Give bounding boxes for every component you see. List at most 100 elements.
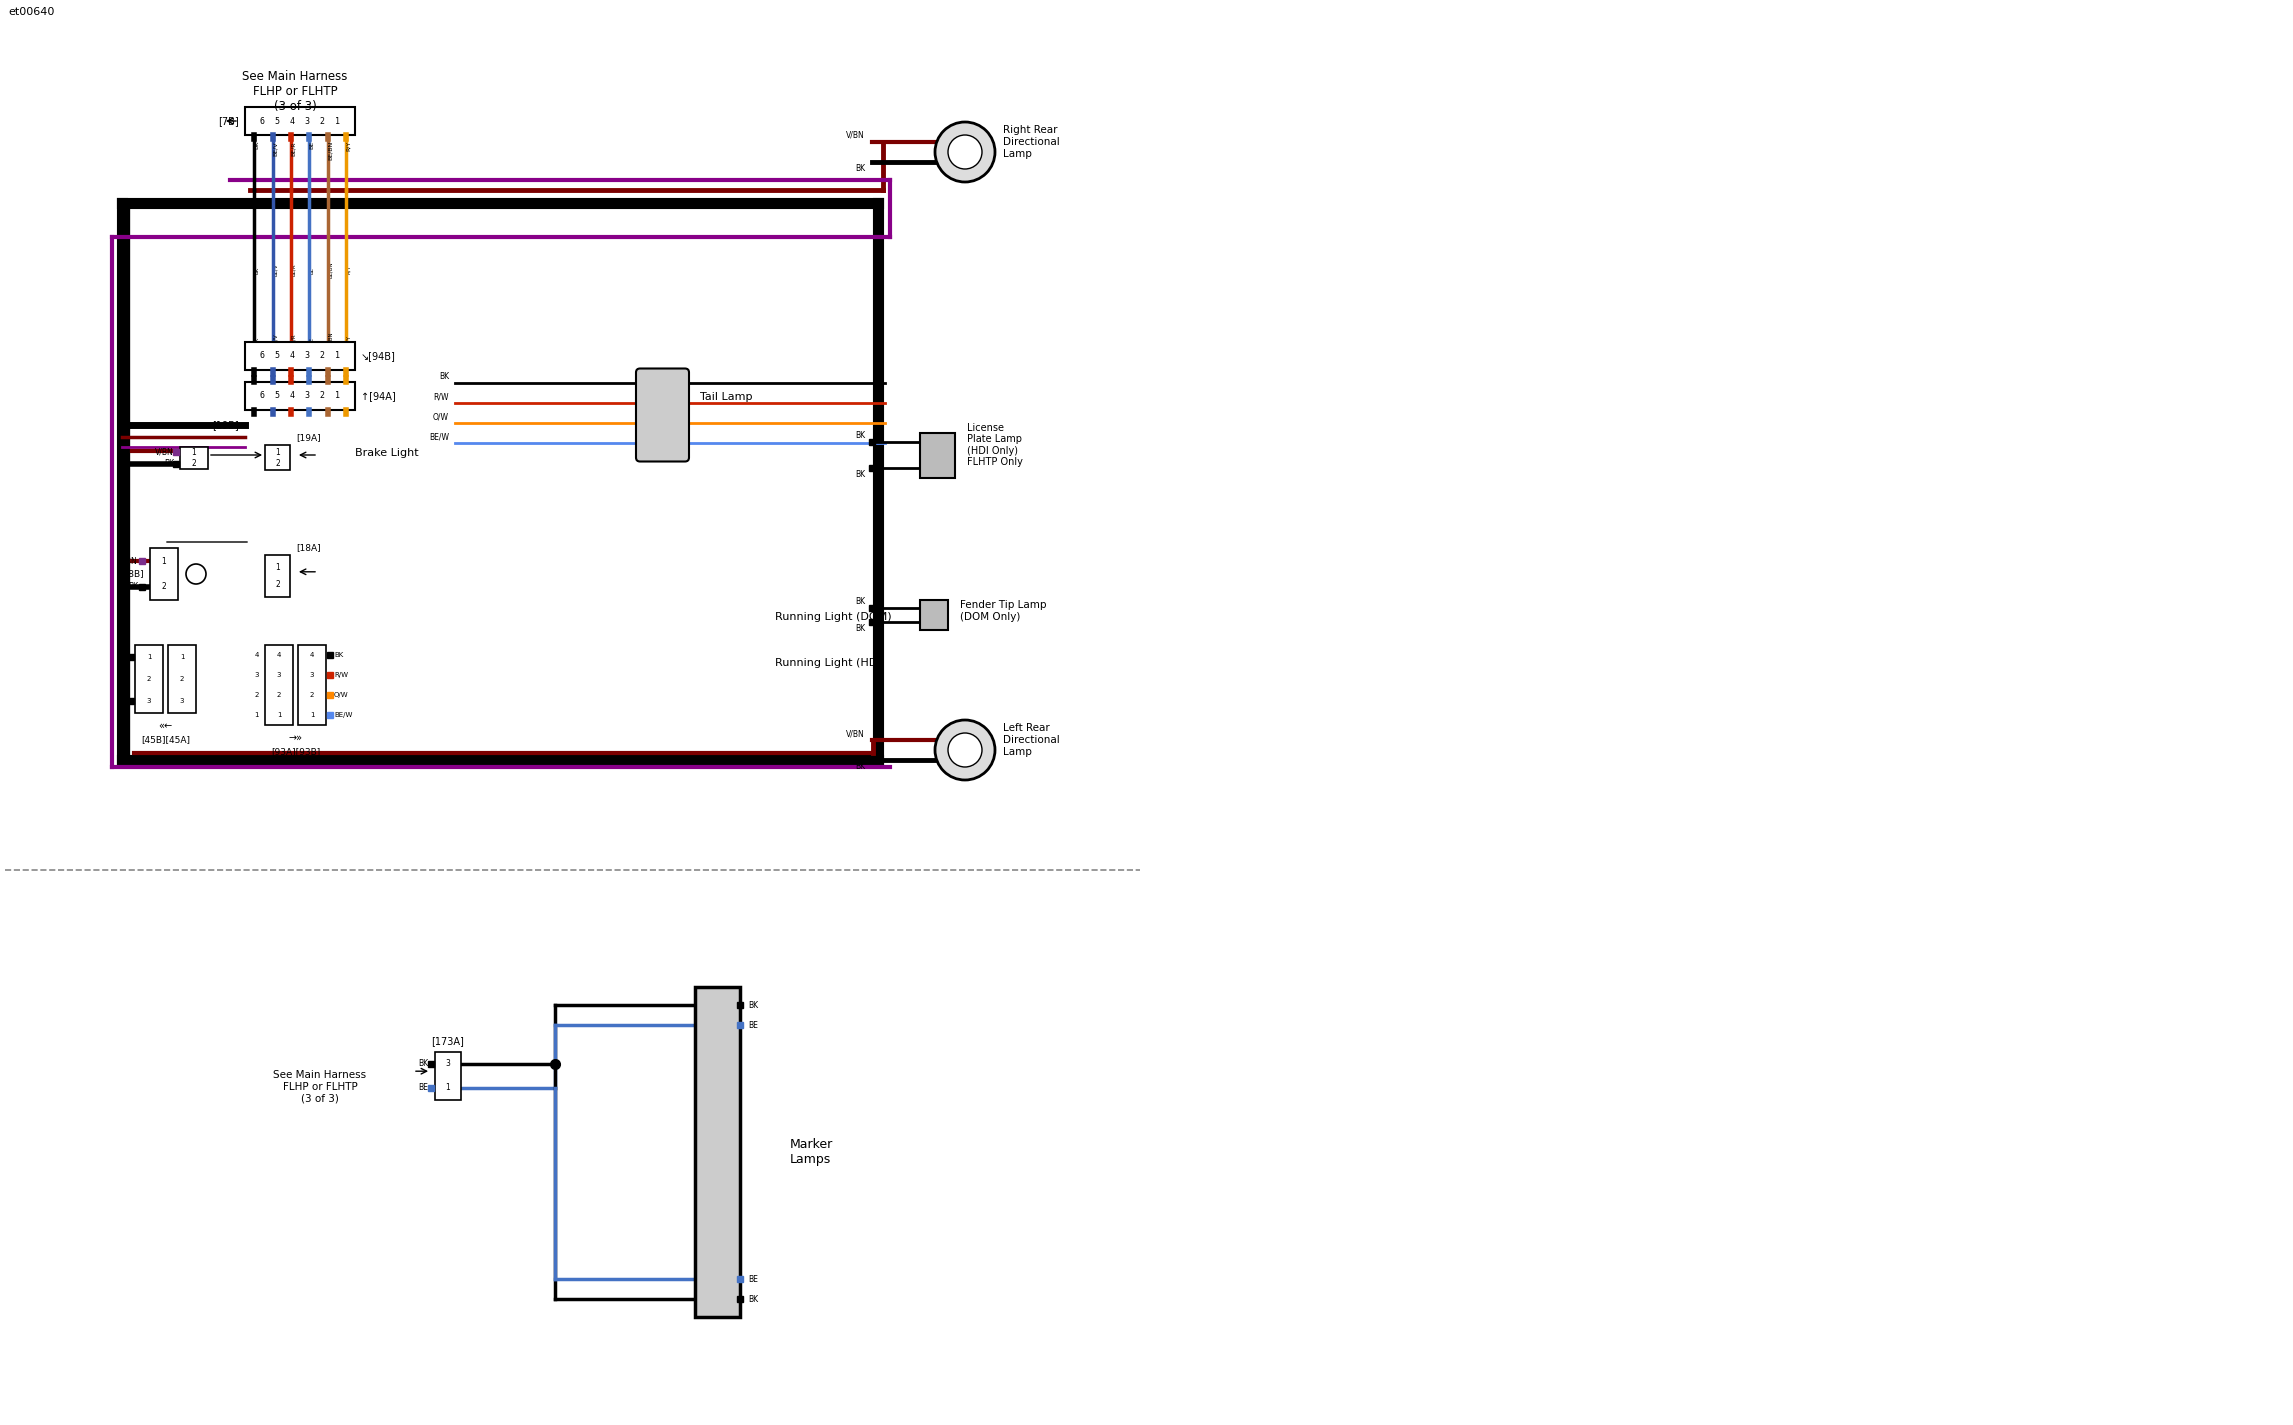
Text: BE/W: BE/W bbox=[335, 712, 353, 718]
Text: Tail Lamp: Tail Lamp bbox=[699, 392, 752, 402]
Text: R/Y: R/Y bbox=[346, 335, 351, 345]
Text: BK: BK bbox=[855, 624, 864, 633]
Text: BK: BK bbox=[417, 1060, 429, 1069]
Text: 2: 2 bbox=[255, 693, 259, 698]
Text: BE: BE bbox=[748, 1274, 759, 1284]
Text: 1: 1 bbox=[275, 563, 280, 571]
Text: O/W: O/W bbox=[335, 693, 349, 698]
Text: See Main Harness
FLHP or FLHTP
(3 of 3): See Main Harness FLHP or FLHTP (3 of 3) bbox=[273, 1070, 367, 1103]
Bar bbox=[245, 107, 355, 135]
Text: [93A][93B]: [93A][93B] bbox=[271, 747, 321, 757]
Circle shape bbox=[947, 135, 981, 170]
Text: →»: →» bbox=[289, 732, 303, 742]
Text: BK: BK bbox=[855, 164, 864, 172]
Text: V/BN: V/BN bbox=[846, 131, 864, 140]
Text: O/W: O/W bbox=[433, 412, 449, 420]
Circle shape bbox=[936, 123, 995, 182]
Text: Left Rear
Directional
Lamp: Left Rear Directional Lamp bbox=[1002, 724, 1059, 757]
Bar bbox=[298, 646, 326, 725]
Text: V/BN: V/BN bbox=[119, 557, 138, 566]
Text: 1: 1 bbox=[310, 712, 314, 718]
Text: et00640: et00640 bbox=[7, 7, 55, 17]
Bar bbox=[695, 988, 741, 1317]
Text: 2: 2 bbox=[275, 459, 280, 469]
Text: See Main Harness
FLHP or FLHTP
(3 of 3): See Main Harness FLHP or FLHTP (3 of 3) bbox=[243, 70, 349, 113]
Text: Running Light (HDI): Running Light (HDI) bbox=[775, 658, 885, 668]
Text: Fender Tip Lamp
(DOM Only): Fender Tip Lamp (DOM Only) bbox=[961, 600, 1046, 621]
Text: 1: 1 bbox=[193, 447, 197, 457]
Text: 1: 1 bbox=[255, 712, 259, 718]
Text: BE/V: BE/V bbox=[273, 333, 277, 346]
Text: ↘[94B]: ↘[94B] bbox=[360, 351, 397, 361]
Text: 1: 1 bbox=[161, 557, 167, 566]
Text: BK: BK bbox=[119, 698, 128, 704]
Text: 2: 2 bbox=[193, 459, 197, 469]
Text: Right Rear
Directional
Lamp: Right Rear Directional Lamp bbox=[1002, 125, 1059, 158]
Text: 6  5  4  3  2  1: 6 5 4 3 2 1 bbox=[259, 392, 339, 400]
Text: 4: 4 bbox=[277, 653, 282, 658]
Text: BK: BK bbox=[855, 430, 864, 440]
Text: 3: 3 bbox=[255, 673, 259, 678]
Text: 3: 3 bbox=[147, 698, 151, 704]
Text: V/BN: V/BN bbox=[846, 730, 864, 738]
Text: BE/BN: BE/BN bbox=[328, 332, 332, 348]
Text: BK: BK bbox=[855, 762, 864, 771]
Text: BE/W: BE/W bbox=[429, 432, 449, 440]
Bar bbox=[919, 600, 947, 630]
Text: BK: BK bbox=[163, 459, 174, 469]
Text: R/W: R/W bbox=[335, 673, 349, 678]
Text: BE: BE bbox=[310, 266, 314, 274]
Text: 2: 2 bbox=[179, 675, 183, 683]
Text: R/Y: R/Y bbox=[346, 265, 351, 275]
Text: BK: BK bbox=[855, 597, 864, 606]
Text: R/Y: R/Y bbox=[346, 141, 351, 151]
Text: BK: BK bbox=[119, 654, 128, 660]
Text: R/W: R/W bbox=[433, 392, 449, 400]
Text: 1: 1 bbox=[275, 447, 280, 457]
Text: 2: 2 bbox=[277, 693, 282, 698]
Bar bbox=[266, 554, 289, 597]
Bar bbox=[135, 646, 163, 712]
Text: V/BN: V/BN bbox=[156, 447, 174, 457]
Text: 2: 2 bbox=[275, 580, 280, 589]
Circle shape bbox=[947, 732, 981, 767]
Text: Brake Light: Brake Light bbox=[355, 447, 420, 457]
Text: BK: BK bbox=[255, 141, 259, 150]
Text: BK: BK bbox=[438, 372, 449, 380]
Text: Marker
Lamps: Marker Lamps bbox=[791, 1139, 832, 1166]
Bar bbox=[167, 646, 195, 712]
Text: 1: 1 bbox=[445, 1083, 449, 1093]
Text: 3: 3 bbox=[179, 698, 183, 704]
Circle shape bbox=[186, 564, 206, 584]
Text: BE/BN: BE/BN bbox=[328, 262, 332, 278]
Text: BK: BK bbox=[335, 653, 344, 658]
Text: BE/V: BE/V bbox=[273, 264, 277, 276]
Bar bbox=[245, 342, 355, 370]
Text: BK: BK bbox=[255, 336, 259, 343]
Text: [7B]: [7B] bbox=[218, 115, 238, 125]
Text: 2: 2 bbox=[310, 693, 314, 698]
Text: 4: 4 bbox=[255, 653, 259, 658]
Bar bbox=[245, 382, 355, 410]
Text: «←: «← bbox=[158, 721, 172, 731]
Text: BE/R: BE/R bbox=[291, 141, 296, 155]
Text: BE/BN: BE/BN bbox=[328, 141, 332, 160]
Text: 4: 4 bbox=[310, 653, 314, 658]
Text: BK: BK bbox=[255, 266, 259, 274]
Text: BE: BE bbox=[310, 336, 314, 343]
Bar bbox=[179, 447, 209, 469]
Text: 6  5  4  3  2  1: 6 5 4 3 2 1 bbox=[259, 117, 339, 125]
Text: [19A]: [19A] bbox=[296, 433, 321, 442]
Text: BK: BK bbox=[748, 1000, 759, 1009]
Text: 3: 3 bbox=[277, 673, 282, 678]
Text: [18A]: [18A] bbox=[296, 543, 321, 551]
Text: BE: BE bbox=[748, 1020, 759, 1029]
Text: BE: BE bbox=[310, 141, 314, 150]
Text: BE/V: BE/V bbox=[273, 141, 277, 155]
Text: [18B]: [18B] bbox=[119, 570, 144, 579]
Text: [19B]: [19B] bbox=[213, 420, 238, 430]
Text: License
Plate Lamp
(HDI Only)
FLHTP Only: License Plate Lamp (HDI Only) FLHTP Only bbox=[968, 423, 1023, 467]
Text: [45B][45A]: [45B][45A] bbox=[140, 735, 190, 744]
FancyBboxPatch shape bbox=[635, 369, 688, 462]
Text: BK: BK bbox=[748, 1294, 759, 1304]
